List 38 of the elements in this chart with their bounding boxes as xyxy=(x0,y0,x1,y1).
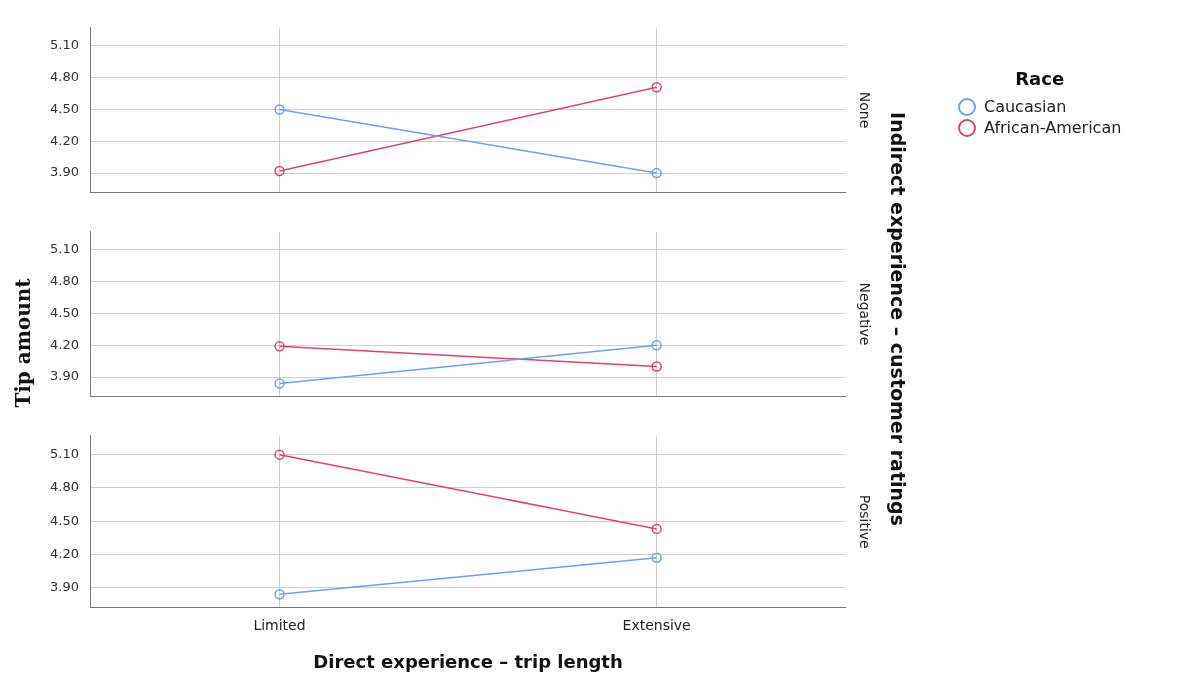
y-tick-label: 4.20 xyxy=(49,336,79,352)
y2-axis-title: None xyxy=(856,91,873,129)
y-tick-label: 4.50 xyxy=(49,304,79,320)
y-tick-label: 4.20 xyxy=(49,132,79,148)
point xyxy=(274,104,285,115)
point xyxy=(651,361,662,372)
x-axis-title: Direct experience – trip length xyxy=(313,650,623,672)
point xyxy=(651,340,662,351)
x-tick-label: Extensive xyxy=(622,616,691,633)
y-tick-label: 4.80 xyxy=(49,479,79,495)
y-tick-label: 3.90 xyxy=(49,368,79,384)
y-tick-label: 3.90 xyxy=(49,579,79,595)
legend-label: Caucasian xyxy=(984,97,1067,116)
point xyxy=(651,523,662,535)
point xyxy=(274,341,285,352)
point xyxy=(274,589,285,600)
legend-title: Race xyxy=(1014,68,1066,89)
y-tick-label: 4.20 xyxy=(49,545,79,561)
y-tick-label: 4.80 xyxy=(49,273,79,289)
y-tick-label: 4.50 xyxy=(49,100,79,116)
y2-axis-title: Positive xyxy=(856,494,873,549)
y-tick-label: 3.90 xyxy=(49,164,79,180)
point xyxy=(651,167,662,179)
y-tick-label: 5.10 xyxy=(49,241,79,257)
point xyxy=(274,165,285,177)
y2-axis-title: Negative xyxy=(856,282,873,346)
y-tick-label: 5.10 xyxy=(49,446,79,462)
point xyxy=(274,449,285,460)
y-tick-label: 5.10 xyxy=(49,37,79,53)
y-axis-title: Tip amount xyxy=(11,278,35,408)
text: Indirect experience – customer ratings xyxy=(887,112,909,526)
y-tick-label: 4.80 xyxy=(49,69,79,85)
point xyxy=(651,81,662,93)
point xyxy=(274,378,285,389)
x-tick-label: Limited xyxy=(253,616,306,633)
point xyxy=(651,552,662,563)
y-tick-label: 4.50 xyxy=(49,512,79,528)
legend-label: African-American xyxy=(984,118,1122,137)
